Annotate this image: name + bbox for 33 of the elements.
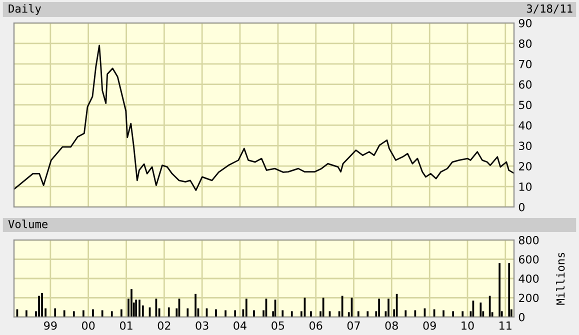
x-tick-label: 05: [272, 321, 284, 330]
x-tick-label: 08: [385, 321, 398, 330]
x-tick-label: 06: [310, 321, 322, 330]
x-tick-label: 04: [234, 321, 246, 330]
y-tick-label: 10: [519, 182, 532, 191]
x-tick-label: 09: [423, 321, 436, 330]
x-tick-label: 11: [500, 322, 512, 330]
y-axis-title: Millions: [556, 252, 565, 305]
y-tick-label: 50: [519, 100, 532, 110]
y-tick-label: 90: [518, 18, 532, 28]
x-tick-label: 02: [158, 321, 170, 330]
y-tick-label: 40: [518, 121, 532, 130]
y-tick-label: 200: [518, 294, 539, 302]
chart-title: Volume: [8, 220, 48, 228]
y-tick-label: 600: [518, 255, 539, 264]
y-tick-label: 30: [519, 142, 532, 150]
x-tick-label: 00: [82, 321, 95, 330]
x-tick-label: 01: [120, 321, 132, 330]
line-series: [14, 44, 514, 191]
chart-title: Daily: [8, 4, 42, 15]
text: 3/18/11: [526, 4, 572, 14]
y-tick-label: 800: [518, 236, 539, 244]
y-tick-label: 400: [518, 274, 539, 283]
y-tick-label: 80: [518, 39, 532, 48]
x-tick-label: 03: [196, 321, 208, 330]
x-tick-label: 07: [347, 321, 360, 330]
x-tick-label: 10: [462, 321, 474, 330]
y-tick-label: 70: [519, 60, 532, 68]
y-tick-label: 0: [518, 312, 524, 322]
y-tick-label: 0: [518, 202, 524, 212]
x-tick-label: 99: [44, 321, 57, 330]
y-tick-label: 20: [518, 162, 532, 170]
y-tick-label: 60: [518, 80, 532, 89]
